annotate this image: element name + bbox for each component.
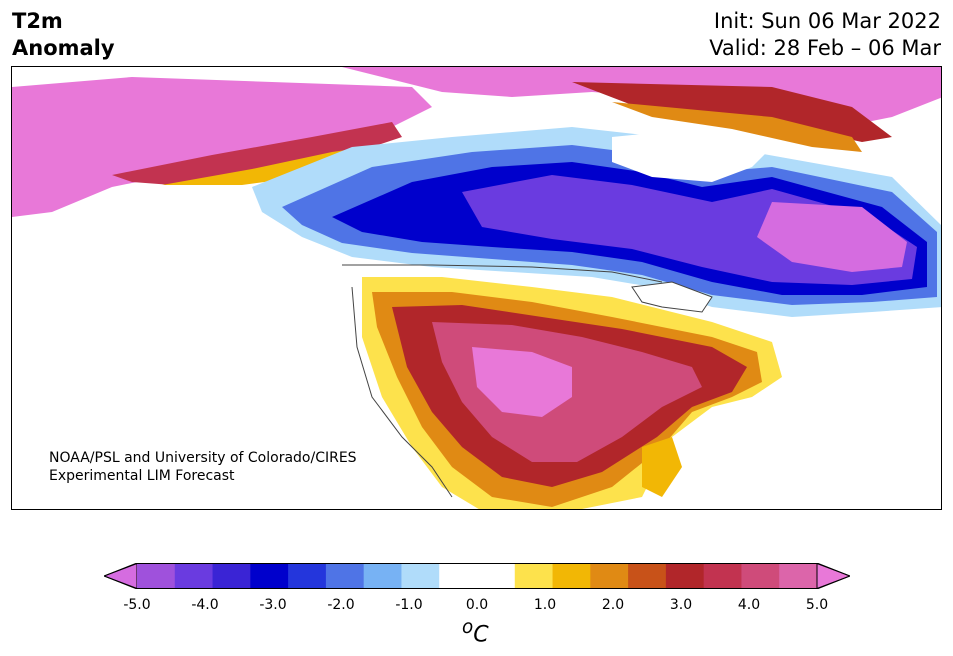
- title-line-2: Anomaly: [12, 36, 115, 60]
- colorbar-bin: [665, 563, 705, 589]
- colorbar-tick-label: -4.0: [191, 597, 219, 613]
- colorbar-bin: [552, 563, 591, 589]
- colorbar-bin: [779, 563, 818, 589]
- alaska-red-band: [112, 122, 402, 185]
- colorbar-tick-label: -3.0: [259, 597, 287, 613]
- colorbar-ticks: -5.0 -4.0 -3.0 -2.0 -1.0 0.0 1.0 2.0 3.0 4.0 5.0: [0, 597, 953, 617]
- us-canada-border: [342, 264, 663, 283]
- florida-yellow: [642, 437, 682, 497]
- colorbar: [104, 563, 850, 589]
- colorbar-bin: [212, 563, 251, 589]
- colorbar-tick-label: 1.0: [533, 597, 557, 613]
- title-line-1: T2m: [12, 9, 63, 33]
- colorbar-bin: [325, 563, 365, 589]
- colorbar-tick-label: -2.0: [327, 597, 355, 613]
- colorbar-extend-min: [104, 563, 138, 589]
- credit-line-1: NOAA/PSL and University of Colorado/CIRE…: [49, 450, 357, 466]
- colorbar-bin: [250, 563, 289, 589]
- colorbar-outline: [104, 563, 850, 589]
- forecast-dates: Init: Sun 06 Mar 2022 Valid: 28 Feb – 06…: [709, 8, 941, 62]
- colorbar-tick-label: 2.0: [601, 597, 625, 613]
- colorbar-bin: [628, 563, 667, 589]
- colorbar-bin: [514, 563, 554, 589]
- colorbar-bin: [703, 563, 742, 589]
- colorbar-bin: [363, 563, 402, 589]
- hudson-bay: [612, 127, 772, 182]
- credit-line-2: Experimental LIM Forecast: [49, 468, 235, 484]
- colorbar-extend-max: [816, 563, 850, 589]
- alaska-warm-anomaly: [12, 77, 432, 217]
- colorbar-bin: [439, 563, 478, 589]
- colorbar-tick-label: 3.0: [669, 597, 693, 613]
- quebec-pink-cold: [757, 202, 907, 272]
- colorbar-tick-label: 0.0: [465, 597, 489, 613]
- colorbar-unit: oC: [462, 617, 489, 647]
- great-lakes: [631, 281, 713, 313]
- us-pink-peak: [472, 347, 572, 417]
- map-title: T2m Anomaly: [12, 8, 115, 62]
- colorbar-bin: [174, 563, 214, 589]
- colorbar-bin: [401, 563, 440, 589]
- init-date: Init: Sun 06 Mar 2022: [713, 9, 941, 33]
- colorbar-bin: [590, 563, 629, 589]
- colorbar-bin: [741, 563, 780, 589]
- colorbar-bin: [137, 563, 176, 589]
- valid-date: Valid: 28 Feb – 06 Mar: [709, 36, 941, 60]
- colorbar-bin: [288, 563, 327, 589]
- unit-letter: C: [473, 622, 489, 648]
- anomaly-map: [11, 66, 942, 510]
- west-coast: [351, 286, 453, 498]
- colorbar-tick-label: 4.0: [737, 597, 761, 613]
- colorbar-bin: [477, 563, 516, 589]
- arctic-orange-band: [612, 102, 862, 152]
- colorbar-tick-label: -1.0: [395, 597, 423, 613]
- degree-symbol: o: [462, 617, 474, 638]
- colorbar-tick-label: -5.0: [123, 597, 151, 613]
- alaska-orange-band: [162, 145, 382, 185]
- colorbar-tick-label: 5.0: [805, 597, 829, 613]
- map-credit: NOAA/PSL and University of Colorado/CIRE…: [49, 449, 357, 485]
- map-svg: [12, 67, 941, 509]
